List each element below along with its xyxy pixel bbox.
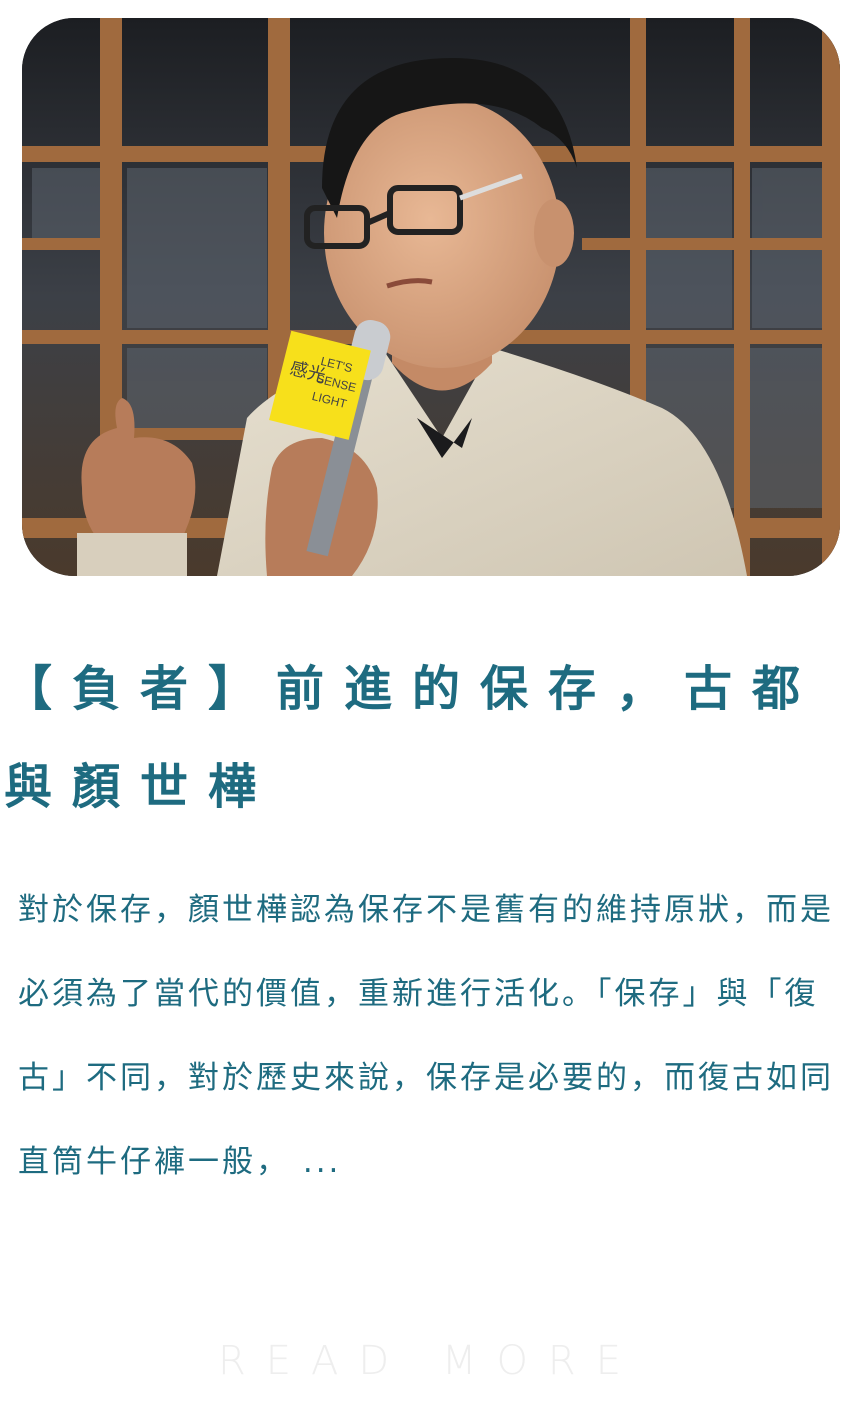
read-more-link[interactable]: READ MORE (217, 1338, 641, 1384)
article-excerpt: 對於保存，顏世樺認為保存不是舊有的維持原狀，而是必須為了當代的價值，重新進行活化… (18, 892, 834, 1180)
speaker-photo-illustration: 感光 LET'S SENSE LIGHT (22, 18, 840, 576)
article-title[interactable]: 【負者】前進的保存，古都與顏世樺 (4, 661, 821, 815)
article-photo[interactable]: 感光 LET'S SENSE LIGHT (22, 18, 840, 576)
